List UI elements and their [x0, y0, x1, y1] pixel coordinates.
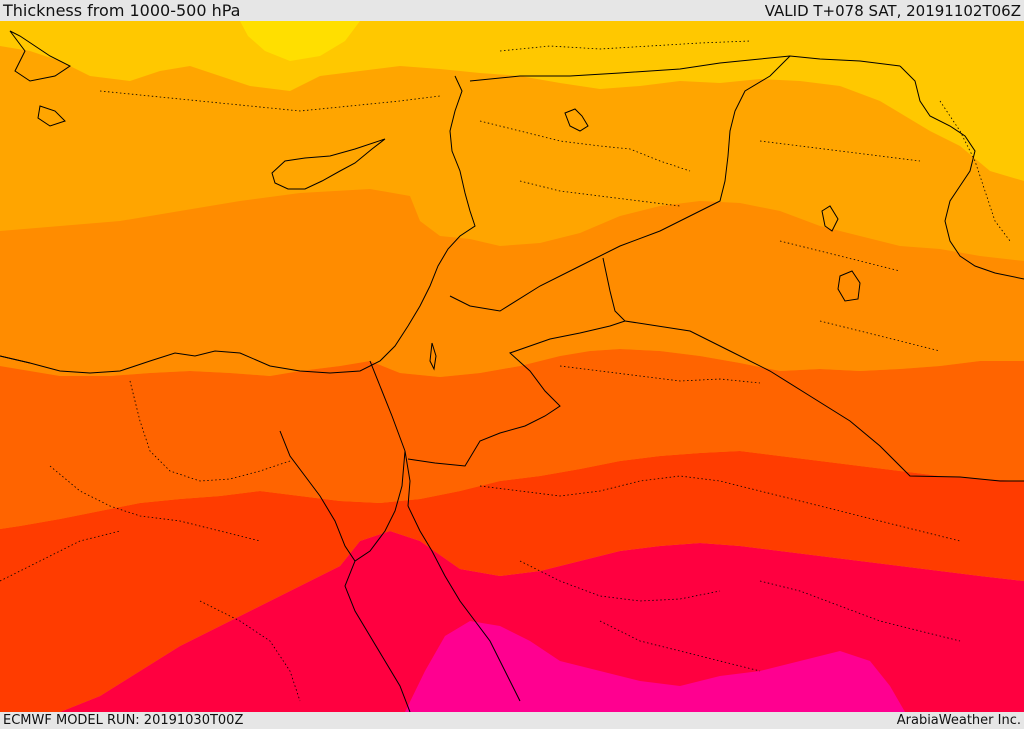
- valid-time: VALID T+078 SAT, 20191102T06Z: [764, 2, 1021, 20]
- dotted-border-egypt-2: [49, 465, 261, 542]
- iraq-lake-1: [821, 205, 839, 232]
- internal-borders: [0, 40, 1011, 702]
- band-2-north: [0, 21, 1024, 181]
- dotted-border-yemen-ish: [599, 620, 761, 672]
- red-sea-west-coast: [344, 560, 411, 712]
- thickness-bands: [0, 21, 1024, 712]
- dotted-border-egypt-1: [129, 380, 291, 482]
- gulf-of-suez: [279, 430, 411, 562]
- lake-assad: [564, 108, 589, 132]
- dotted-border-saudi-1: [479, 475, 961, 542]
- dotted-border-iraq-3: [819, 320, 941, 352]
- coastlines-and-borders: [0, 30, 1024, 712]
- iraq-iran-border: [899, 65, 1024, 280]
- dotted-border-saudi-3: [519, 560, 721, 602]
- band-1-north: [240, 21, 360, 61]
- dotted-border-syria-1: [479, 120, 691, 172]
- dotted-border-turkey-1: [99, 90, 441, 112]
- band-8-southwest: [405, 621, 905, 712]
- dotted-border-sudan: [199, 600, 301, 702]
- dotted-border-iraq-1: [759, 140, 921, 162]
- band-4-middle: [0, 189, 1024, 377]
- header-bar: Thickness from 1000-500 hPa VALID T+078 …: [0, 0, 1024, 21]
- map-title: Thickness from 1000-500 hPa: [3, 1, 241, 20]
- dotted-border-saudi-2: [559, 365, 761, 384]
- model-run-label: ECMWF MODEL RUN: 20191030T00Z: [3, 713, 244, 728]
- red-sea-east-coast: [407, 505, 521, 702]
- dotted-border-turkey-2: [499, 40, 751, 52]
- saudi-iraq-border: [624, 320, 1024, 482]
- syria-iraq-border: [449, 55, 791, 312]
- jordan-saudi-border: [407, 257, 626, 467]
- iraq-lake-2: [837, 270, 861, 302]
- band-6-south: [0, 451, 1024, 712]
- egypt-north-coast: [0, 355, 31, 364]
- levant-coast: [0, 75, 476, 374]
- turkey-syria-border: [469, 55, 901, 82]
- dotted-border-iraq-2: [779, 240, 901, 272]
- aegean-islands: [9, 30, 71, 127]
- sinai-egypt-border: [369, 360, 406, 452]
- band-5-south: [0, 349, 1024, 529]
- provider-credit: ArabiaWeather Inc.: [896, 713, 1021, 728]
- map-svg: [0, 21, 1024, 712]
- dotted-border-iran: [939, 100, 1011, 242]
- map-canvas: [0, 21, 1024, 712]
- dead-sea: [429, 342, 437, 371]
- footer-bar: ECMWF MODEL RUN: 20191030T00Z ArabiaWeat…: [0, 712, 1024, 729]
- dotted-border-saudi-4: [759, 580, 961, 642]
- cyprus-outline: [271, 138, 386, 190]
